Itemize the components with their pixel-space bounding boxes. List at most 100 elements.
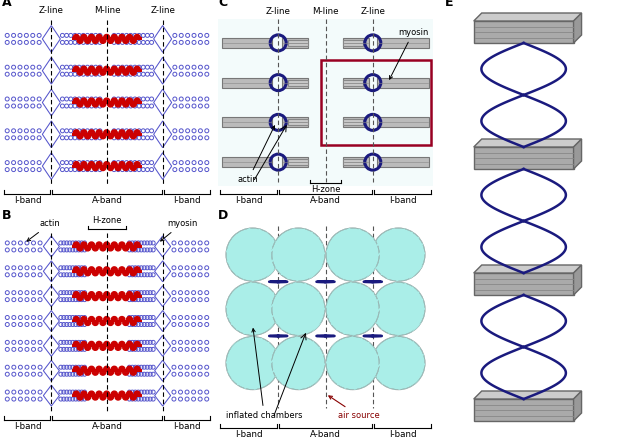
Polygon shape [573,391,582,421]
Bar [72,270,141,273]
Polygon shape [84,397,91,400]
Polygon shape [115,248,121,251]
Circle shape [226,282,279,336]
Polygon shape [115,273,121,276]
Polygon shape [81,66,87,69]
Bar [321,60,431,145]
Polygon shape [111,292,117,295]
Polygon shape [77,397,83,400]
Polygon shape [119,35,125,38]
Polygon shape [96,317,102,320]
Polygon shape [131,297,136,300]
Circle shape [372,282,425,336]
Text: B: B [2,209,12,222]
Polygon shape [77,347,83,350]
Polygon shape [108,104,113,107]
Polygon shape [88,66,95,69]
Polygon shape [115,136,121,139]
Text: C: C [218,0,227,9]
Bar [72,369,141,372]
Polygon shape [119,267,125,270]
Polygon shape [77,322,83,325]
Polygon shape [84,347,91,350]
Polygon shape [73,317,79,320]
Polygon shape [115,397,121,400]
Polygon shape [84,136,91,139]
Polygon shape [81,35,87,38]
Polygon shape [134,292,140,295]
Polygon shape [123,104,129,107]
Polygon shape [573,265,582,295]
Polygon shape [111,98,117,101]
Polygon shape [96,130,102,133]
Polygon shape [474,139,582,147]
Bar [222,78,272,88]
Polygon shape [73,391,79,394]
Polygon shape [108,397,113,400]
Polygon shape [77,372,83,375]
Polygon shape [108,372,113,375]
Polygon shape [96,35,102,38]
Polygon shape [119,292,125,295]
Polygon shape [119,162,125,165]
Polygon shape [100,104,106,107]
Text: A-band: A-band [310,196,341,205]
Polygon shape [96,342,102,344]
Text: E: E [445,0,454,9]
Polygon shape [123,322,129,325]
Polygon shape [131,40,136,43]
Polygon shape [73,98,79,101]
Polygon shape [88,317,95,320]
Bar [222,38,272,48]
Polygon shape [111,267,117,270]
Text: H-zone: H-zone [92,216,122,225]
Polygon shape [127,342,132,344]
Bar [288,159,308,165]
Polygon shape [73,292,79,295]
Polygon shape [100,347,106,350]
Bar [218,19,433,186]
Polygon shape [115,347,121,350]
Polygon shape [127,292,132,295]
Circle shape [326,282,380,336]
Polygon shape [88,162,95,165]
Polygon shape [104,130,109,133]
Polygon shape [134,35,140,38]
Text: I-band: I-band [389,196,417,205]
Polygon shape [100,136,106,139]
Polygon shape [73,242,79,245]
Circle shape [226,228,279,281]
Polygon shape [115,72,121,75]
Bar [342,80,364,85]
Polygon shape [88,35,95,38]
Polygon shape [131,397,136,400]
Text: A-band: A-band [310,430,341,438]
Polygon shape [127,35,132,38]
Polygon shape [96,242,102,245]
Polygon shape [92,397,99,400]
Polygon shape [96,391,102,394]
Polygon shape [115,168,121,170]
Polygon shape [81,242,87,245]
Bar [474,21,573,43]
Polygon shape [77,40,83,43]
Polygon shape [100,248,106,251]
Polygon shape [100,397,106,400]
Polygon shape [573,13,582,43]
Polygon shape [131,168,136,170]
Polygon shape [81,317,87,320]
Polygon shape [573,139,582,169]
Bar [72,165,141,168]
Polygon shape [131,136,136,139]
Polygon shape [96,66,102,69]
Polygon shape [88,292,95,295]
Polygon shape [104,267,109,270]
Bar [288,80,308,85]
Polygon shape [111,242,117,245]
Text: Z-line: Z-line [266,7,291,16]
Bar [72,295,141,297]
Bar [282,38,308,48]
Polygon shape [119,66,125,69]
Bar [222,117,272,127]
Circle shape [326,228,380,281]
